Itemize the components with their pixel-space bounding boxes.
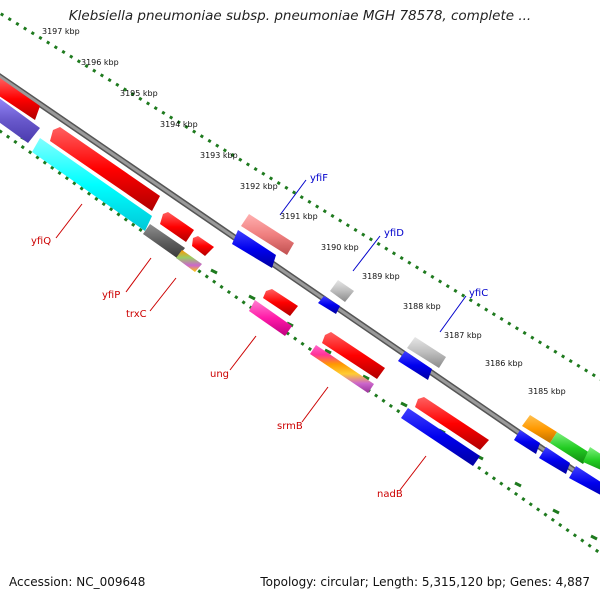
- tick-label: 3187 kbp: [444, 331, 482, 340]
- gene-label-yfip: yfiP: [102, 290, 120, 301]
- gene-arrow: [318, 296, 340, 314]
- tick-label: 3193 kbp: [200, 151, 238, 160]
- gene-block: [0, 98, 40, 143]
- gene-label-srmb: srmB: [277, 421, 303, 432]
- gene-arrow: [398, 351, 432, 380]
- gene-label-yfiq: yfiQ: [31, 236, 51, 247]
- gene-label-yfic: yfiC: [469, 288, 488, 299]
- gene-block: [143, 224, 185, 258]
- tick-label: 3186 kbp: [485, 359, 523, 368]
- gene-arrow: [0, 78, 40, 120]
- gene-arrow: [160, 212, 194, 242]
- gene-block: [241, 214, 294, 255]
- label-leaders: [55, 179, 467, 491]
- gene-arrow: [415, 397, 489, 450]
- gene-arrow: [263, 289, 298, 316]
- ruler-tick-labels: 3197 kbp 3196 kbp 3195 kbp 3194 kbp 3193…: [42, 27, 566, 396]
- tick-label: 3195 kbp: [120, 89, 158, 98]
- tick-label: 3190 kbp: [321, 243, 359, 252]
- gene-arrow: [539, 447, 570, 474]
- tick-label: 3188 kbp: [403, 302, 441, 311]
- gene-arrow: [192, 236, 214, 256]
- gene-arrow: [232, 230, 276, 268]
- tick-label: 3185 kbp: [528, 387, 566, 396]
- tick-label: 3192 kbp: [240, 182, 278, 191]
- gene-label-ung: ung: [210, 369, 229, 380]
- gene-block: [407, 337, 446, 368]
- gene-label-yfid: yfiD: [384, 228, 404, 239]
- gene-block: [310, 345, 374, 393]
- gene-arrow: [50, 127, 160, 211]
- gene-label-nadb: nadB: [377, 489, 403, 500]
- tick-label: 3194 kbp: [160, 120, 198, 129]
- gene-block: [330, 280, 354, 302]
- tick-label: 3197 kbp: [42, 27, 80, 36]
- gene-arrow: [514, 430, 540, 454]
- tick-label: 3196 kbp: [81, 58, 119, 67]
- gene-block: [522, 415, 557, 443]
- gene-label-yfif: yfiF: [310, 173, 328, 184]
- tick-label: 3189 kbp: [362, 272, 400, 281]
- gene-label-trxc: trxC: [126, 309, 147, 320]
- reverse-strand-genes: [0, 98, 480, 466]
- gene-arrow: [569, 466, 600, 495]
- gene-block: [32, 138, 152, 231]
- map-title: Klebsiella pneumoniae subsp. pneumoniae …: [68, 8, 532, 24]
- gene-block: [176, 250, 202, 272]
- gene-labels: yfiF yfiD yfiC yfiQ yfiP trxC ung srmB n…: [31, 173, 488, 500]
- genome-summary-text: Topology: circular; Length: 5,315,120 bp…: [260, 575, 590, 589]
- accession-text: Accession: NC_009648: [9, 575, 146, 589]
- gene-block: [550, 432, 590, 464]
- reverse-arrows: [0, 78, 489, 450]
- gene-block: [249, 300, 292, 336]
- tick-label: 3191 kbp: [280, 212, 318, 221]
- forward-strand-genes: [232, 214, 600, 495]
- gene-arrow: [322, 332, 385, 379]
- gene-block: [401, 408, 480, 466]
- gene-block: [583, 447, 600, 470]
